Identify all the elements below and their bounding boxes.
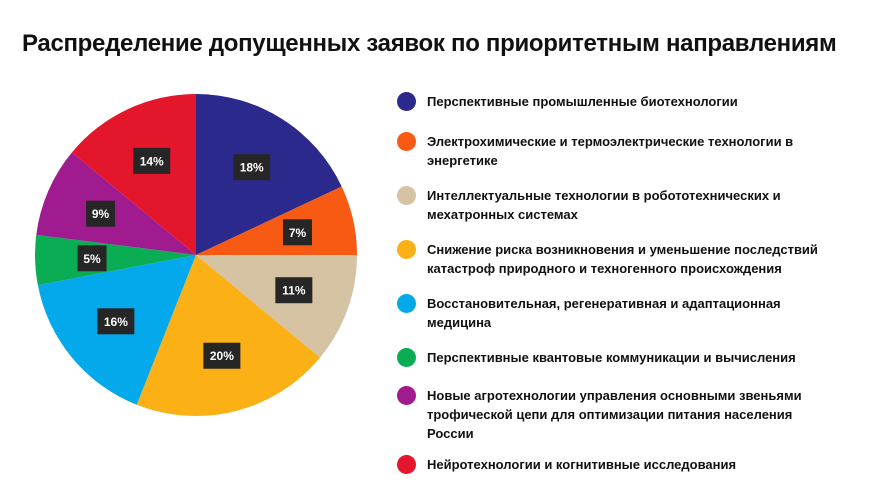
legend-item: Снижение риска возникновения и уменьшени… — [397, 240, 837, 278]
slice-label: 9% — [86, 200, 116, 227]
pie-slice — [136, 255, 321, 416]
slice-label: 16% — [97, 308, 135, 335]
legend-swatch — [397, 348, 416, 367]
legend-label: Восстановительная, регенеративная и адап… — [427, 296, 781, 330]
legend-swatch — [397, 186, 416, 205]
legend-label: Перспективные промышленные биотехнологии — [427, 94, 738, 109]
legend-label: Нейротехнологии и когнитивные исследован… — [427, 457, 737, 472]
legend-item: Перспективные квантовые коммуникации и в… — [397, 348, 837, 367]
pie-slice — [34, 234, 196, 286]
legend-item: Перспективные промышленные биотехнологии — [397, 92, 837, 111]
slice-label: 11% — [275, 277, 313, 304]
slice-label-box — [97, 308, 135, 335]
slice-label-box — [77, 245, 107, 272]
pie-slice — [196, 255, 357, 358]
legend-swatch — [397, 386, 416, 405]
slice-label-box — [233, 154, 271, 181]
slice-label-box — [282, 219, 312, 246]
legend-label: Электрохимические и термоэлектрические т… — [427, 134, 794, 168]
slice-label: 14% — [133, 147, 171, 174]
legend-item: Электрохимические и термоэлектрические т… — [397, 132, 837, 170]
legend-item: Нейротехнологии и когнитивные исследован… — [397, 455, 837, 474]
slice-label-text: 9% — [92, 207, 110, 221]
legend-label: Интеллектуальные технологии в робототехн… — [427, 188, 781, 222]
pie-slice — [196, 186, 357, 255]
slice-label-text: 11% — [282, 284, 306, 298]
legend-swatch — [397, 455, 416, 474]
pie-slice — [36, 152, 196, 255]
chart-title: Распределение допущенных заявок по приор… — [22, 30, 837, 57]
legend-swatch — [397, 132, 416, 151]
pie-slice — [71, 94, 196, 255]
slice-label: 5% — [77, 245, 107, 272]
slice-label-box — [133, 147, 171, 174]
legend-item: Восстановительная, регенеративная и адап… — [397, 294, 837, 332]
slice-label-text: 20% — [210, 349, 234, 363]
slice-label-text: 5% — [83, 252, 101, 266]
legend-label: Перспективные квантовые коммуникации и в… — [427, 350, 796, 365]
slice-label-text: 14% — [140, 154, 164, 168]
slice-label: 7% — [282, 219, 312, 246]
slice-label: 20% — [203, 342, 241, 369]
legend-item: Новые агротехнологии управления основным… — [397, 386, 837, 443]
legend-label: Снижение риска возникновения и уменьшени… — [427, 242, 818, 276]
slice-label: 18% — [233, 154, 271, 181]
slice-label-text: 7% — [289, 226, 307, 240]
slice-label-box — [203, 342, 241, 369]
legend-swatch — [397, 92, 416, 111]
legend-swatch — [397, 294, 416, 313]
legend-label: Новые агротехнологии управления основным… — [427, 388, 802, 441]
slice-label-box — [86, 200, 116, 227]
slice-label-text: 16% — [104, 315, 128, 329]
slice-label-box — [275, 277, 313, 304]
slice-label-text: 18% — [240, 161, 264, 175]
legend-swatch — [397, 240, 416, 259]
legend-item: Интеллектуальные технологии в робототехн… — [397, 186, 837, 224]
